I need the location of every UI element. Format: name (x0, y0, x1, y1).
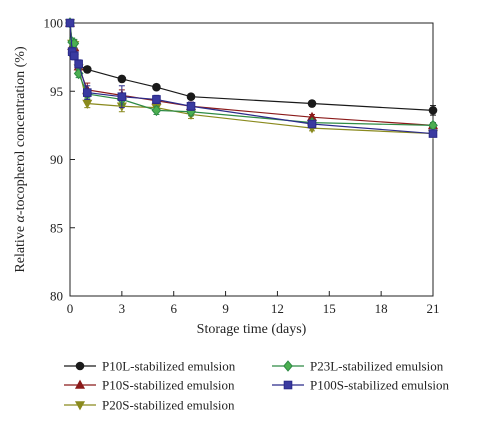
y-tick-label: 100 (44, 16, 64, 31)
x-tick-label: 6 (170, 301, 177, 316)
y-axis-title-symbol: α (13, 214, 28, 222)
legend: P10L-stabilized emulsion P10S-stabilized … (64, 359, 450, 413)
x-tick-label: 12 (271, 301, 284, 316)
data-point (151, 104, 162, 117)
plot-border (69, 22, 434, 297)
data-point (186, 101, 196, 111)
y-tick-label: 80 (50, 289, 63, 304)
legend-marker (74, 379, 86, 389)
data-point (186, 92, 196, 102)
data-point (117, 74, 127, 84)
series-line (69, 22, 434, 126)
legend-item: P20S-stabilized emulsion (64, 398, 235, 413)
legend-item: P23L-stabilized emulsion (272, 359, 444, 374)
y-axis-title-prefix: Relative (13, 222, 28, 272)
series-layer (64, 17, 439, 139)
y-axis: 80 85 90 95 100 (44, 16, 75, 304)
x-tick-label: 9 (222, 301, 229, 316)
data-point (428, 106, 438, 115)
plot-frame (69, 22, 434, 297)
data-point (74, 59, 83, 69)
data-point (82, 99, 93, 109)
data-point (152, 95, 161, 104)
y-tick-label: 95 (50, 84, 63, 99)
data-point (82, 88, 92, 97)
x-tick-label: 0 (67, 301, 74, 316)
legend-label: P100S-stabilized emulsion (310, 378, 450, 393)
x-tick-label: 15 (323, 301, 336, 316)
series-line (69, 22, 434, 126)
x-tick-label: 21 (427, 301, 440, 316)
y-axis-title-suffix: -tocopherol concentration (%) (13, 46, 28, 215)
x-tick-label: 18 (375, 301, 388, 316)
data-point (82, 65, 92, 74)
series-p23l (65, 17, 438, 132)
series-p100s (65, 18, 438, 138)
x-axis: 0 3 6 9 12 15 18 21 (67, 291, 440, 316)
legend-marker (74, 401, 86, 411)
legend-label: P20S-stabilized emulsion (102, 398, 235, 413)
y-tick-label: 85 (50, 220, 63, 235)
legend-item: P10L-stabilized emulsion (64, 359, 236, 374)
data-point (117, 92, 127, 102)
y-tick-label: 90 (50, 152, 63, 167)
legend-label: P10S-stabilized emulsion (102, 378, 235, 393)
y-axis-title: Relative α-tocopherol concentration (%) (13, 46, 28, 273)
legend-marker (283, 380, 293, 390)
legend-label: P10L-stabilized emulsion (102, 359, 236, 374)
data-point (70, 51, 79, 61)
data-point (307, 99, 317, 108)
data-point (152, 82, 161, 92)
legend-item: P100S-stabilized emulsion (272, 378, 450, 393)
legend-marker (283, 360, 293, 372)
x-tick-label: 3 (119, 301, 126, 316)
legend-label: P23L-stabilized emulsion (310, 359, 444, 374)
data-point (65, 18, 75, 28)
legend-marker (75, 361, 85, 371)
data-point (307, 119, 317, 129)
x-axis-title: Storage time (days) (197, 322, 307, 337)
data-point (428, 129, 438, 138)
legend-item: P10S-stabilized emulsion (64, 378, 235, 393)
